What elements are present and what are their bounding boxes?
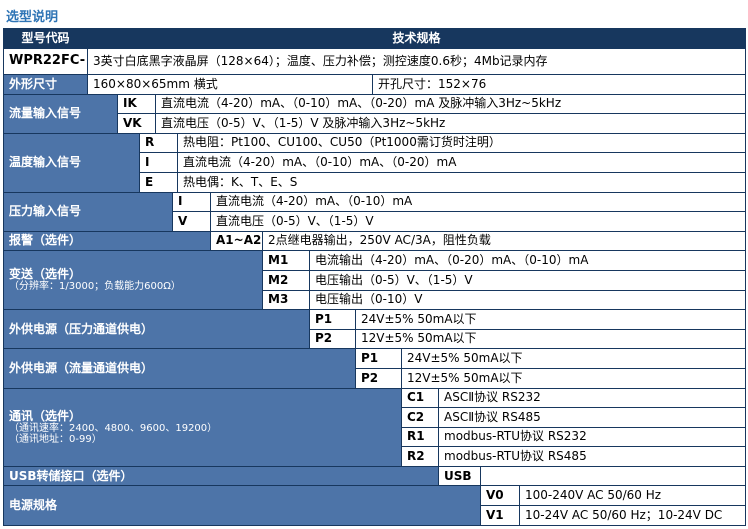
category-transmit: 变送（选件） （分辨率：1/3000；负载能力600Ω）: [4, 251, 262, 310]
option-desc: 100-240V AC 50/60 Hz: [520, 486, 745, 506]
option-code: V0: [481, 486, 519, 506]
option-desc: 电压输出（0-10）V: [310, 290, 745, 310]
option-desc: 电流输出（4-20）mA、（0-20）mA、（0-10）mA: [310, 251, 745, 270]
option-code: I: [173, 192, 210, 212]
category-communication: 通讯（选件） （通讯速率：2400、4800、9600、19200） （通讯地址…: [4, 388, 401, 466]
category-pressure-input: 压力输入信号: [4, 192, 172, 231]
option-desc: 热电阻：Pt100、CU100、CU50（Pt1000需订货时注明）: [178, 133, 745, 153]
option-code: P2: [310, 329, 355, 349]
col-header-model-code: 型号代码: [4, 29, 87, 48]
category-ext-power-pressure-label: 外供电源（压力通道供电）: [9, 321, 154, 336]
option-desc: 热电偶：K、T、E、S: [178, 172, 745, 192]
option-desc: 12V±5% 50mA以下: [402, 368, 745, 388]
option-desc: 2点继电器输出，250V AC/3A，阻性负载: [263, 231, 745, 251]
category-alarm: 报警（选件）: [4, 231, 210, 251]
category-power-spec-label: 电源规格: [9, 497, 58, 512]
category-power-spec: 电源规格: [4, 486, 480, 525]
category-temp-input: 温度输入信号: [4, 133, 139, 192]
option-code: M1: [263, 251, 309, 270]
category-communication-label: 通讯（选件）: [9, 408, 82, 423]
category-transmit-label: 变送（选件）: [9, 267, 82, 282]
option-code: V: [173, 212, 210, 231]
option-code: VK: [118, 114, 155, 133]
option-desc: 12V±5% 50mA以下: [356, 329, 745, 349]
option-code: C2: [402, 408, 438, 427]
option-desc: 10-24V AC 50/60 Hz；10-24V DC: [520, 506, 745, 525]
option-desc: ASCⅡ协议 RS485: [439, 408, 745, 427]
option-code: E: [140, 172, 177, 192]
category-flow-input-label: 流量输入信号: [9, 106, 82, 121]
option-code: A1~A2: [211, 231, 262, 251]
option-desc: modbus-RTU协议 RS232: [439, 427, 745, 447]
spec-table: 型号代码 技术规格 WPR22FC- 3英寸白底黑字液晶屏（128×64）；温度…: [3, 28, 746, 526]
page-title: 选型说明: [6, 10, 59, 25]
category-usb: USB转储接口（选件）: [4, 466, 438, 486]
model-code-cell: WPR22FC-: [4, 49, 87, 74]
category-ext-power-flow-label: 外供电源（流量通道供电）: [9, 360, 154, 375]
option-code: IK: [118, 94, 155, 114]
option-code: R2: [402, 447, 438, 466]
category-transmit-note: （分辨率：1/3000；负载能力600Ω）: [9, 281, 181, 293]
option-code: C1: [402, 388, 438, 408]
category-temp-input-label: 温度输入信号: [9, 155, 82, 170]
option-desc: 24V±5% 50mA以下: [402, 349, 745, 368]
category-usb-label: USB转储接口（选件）: [9, 468, 133, 483]
option-desc: 直流电压（0-5）V、（1-5）V: [211, 212, 745, 231]
option-code: M2: [263, 270, 309, 290]
category-pressure-input-label: 压力输入信号: [9, 204, 82, 219]
option-desc: 24V±5% 50mA以下: [356, 310, 745, 329]
category-ext-power-pressure: 外供电源（压力通道供电）: [4, 310, 309, 349]
dimensions-size-cell: 160×80×65mm 横式: [88, 75, 372, 94]
dimensions-cutout-cell: 开孔尺寸：152×76: [373, 75, 745, 94]
option-desc: 直流电压（0-5）V、（1-5）V 及脉冲输入3Hz~5kHz: [156, 114, 745, 133]
category-communication-address: （通讯地址：0-99）: [9, 433, 102, 445]
option-code: I: [140, 153, 177, 172]
dimensions-label: 外形尺寸: [4, 75, 87, 94]
option-code: P2: [356, 368, 401, 388]
option-desc: [481, 466, 745, 486]
option-code: M3: [263, 290, 309, 310]
option-desc: 直流电流（4-20）mA、（0-10）mA、（0-20）mA: [178, 153, 745, 172]
option-code: P1: [356, 349, 401, 368]
option-desc: 直流电流（4-20）mA、（0-10）mA、（0-20）mA 及脉冲输入3Hz~…: [156, 94, 745, 114]
option-code: P1: [310, 310, 355, 329]
category-ext-power-flow: 外供电源（流量通道供电）: [4, 349, 355, 388]
option-desc: 电压输出（0-5）V、（1-5）V: [310, 270, 745, 290]
option-code: USB: [439, 466, 480, 486]
option-desc: modbus-RTU协议 RS485: [439, 447, 745, 466]
category-flow-input: 流量输入信号: [4, 94, 117, 133]
option-desc: 直流电流（4-20）mA、（0-10）mA: [211, 192, 745, 212]
category-alarm-label: 报警（选件）: [9, 233, 82, 248]
option-code: R: [140, 133, 177, 153]
option-desc: ASCⅡ协议 RS232: [439, 388, 745, 408]
category-communication-rates: （通讯速率：2400、4800、9600、19200）: [9, 422, 218, 434]
model-desc-cell: 3英寸白底黑字液晶屏（128×64）；温度、压力补偿；测控速度0.6秒；4Mb记…: [88, 49, 745, 74]
dimensions-label-text: 外形尺寸: [9, 76, 58, 91]
col-header-tech-spec: 技术规格: [88, 29, 745, 48]
option-code: V1: [481, 506, 519, 525]
option-code: R1: [402, 427, 438, 447]
